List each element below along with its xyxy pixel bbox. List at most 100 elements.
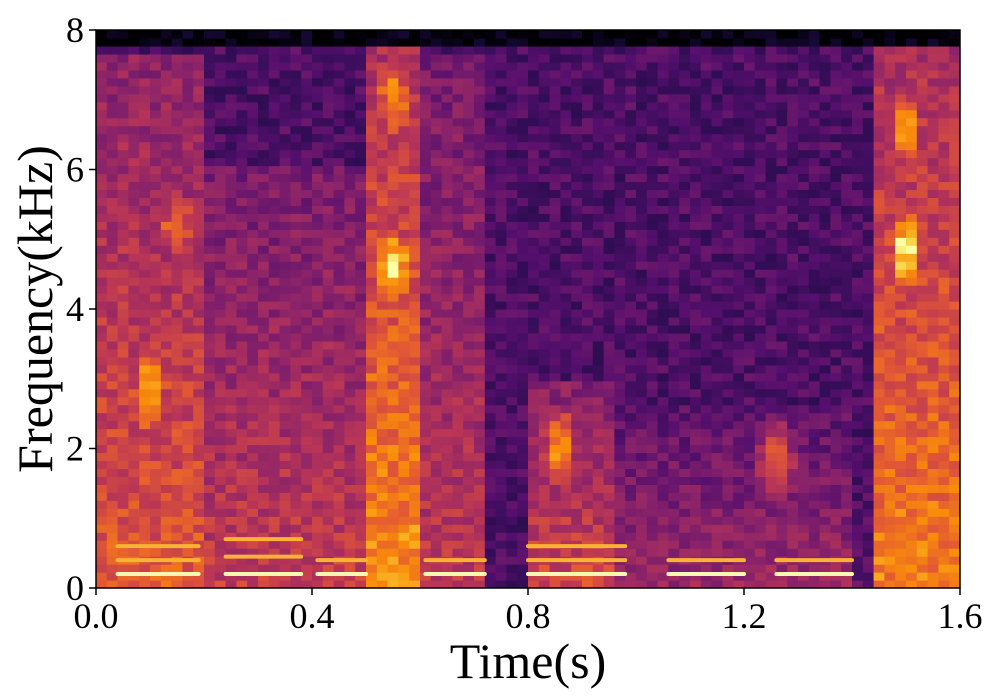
spectrogram-cell (204, 508, 216, 517)
spectrogram-cell (754, 285, 767, 294)
spectrogram-cell (355, 30, 367, 39)
spectrogram-cell (430, 356, 443, 366)
spectrogram-cell (852, 109, 864, 119)
spectrogram-cell (441, 157, 453, 167)
spectrogram-cell (355, 77, 367, 87)
spectrogram-cell (754, 221, 767, 230)
spectrogram-cell (258, 133, 270, 143)
spectrogram-cell (830, 548, 842, 557)
spectrogram-cell (592, 524, 605, 533)
spectrogram-cell (387, 380, 399, 390)
spectrogram-cell (193, 205, 205, 214)
spectrogram-cell (463, 277, 475, 286)
spectrogram-cell (733, 205, 745, 214)
spectrogram-cell (441, 309, 453, 318)
spectrogram-cell (247, 293, 259, 302)
spectrogram-cell (603, 61, 615, 71)
spectrogram-cell (819, 380, 831, 390)
spectrogram-cell (225, 213, 237, 222)
spectrogram-cell (733, 420, 745, 430)
spectrogram-cell (128, 500, 140, 509)
spectrogram-cell (247, 205, 259, 214)
spectrogram-cell (182, 69, 194, 79)
spectrogram-cell (366, 157, 378, 167)
spectrogram-cell (139, 412, 151, 422)
spectrogram-cell (625, 277, 637, 286)
spectrogram-cell (668, 348, 680, 358)
spectrogram-cell (117, 388, 129, 398)
spectrogram-cell (398, 69, 410, 79)
spectrogram-cell (754, 253, 767, 262)
spectrogram-cell (819, 125, 831, 135)
spectrogram-cell (247, 524, 259, 533)
spectrogram-cell (549, 444, 561, 454)
spectrogram-cell (301, 173, 313, 183)
spectrogram-cell (409, 484, 421, 493)
spectrogram-cell (787, 309, 799, 318)
spectrogram-cell (290, 189, 302, 198)
spectrogram-cell (106, 564, 119, 573)
spectrogram-cell (366, 372, 378, 382)
spectrogram-cell (463, 213, 475, 222)
spectrogram-cell (376, 532, 389, 541)
spectrogram-cell (474, 101, 486, 111)
spectrogram-cell (592, 324, 605, 334)
spectrogram-cell (150, 245, 162, 254)
spectrogram-cell (625, 181, 637, 191)
spectrogram-cell (582, 237, 594, 246)
spectrogram-cell (452, 388, 464, 398)
spectrogram-cell (117, 45, 129, 55)
spectrogram-cell (117, 85, 129, 95)
spectrogram-cell (268, 348, 281, 358)
spectrogram-cell (225, 237, 237, 246)
spectrogram-cell (798, 540, 810, 549)
spectrogram-cell (290, 388, 302, 398)
spectrogram-cell (614, 572, 626, 581)
spectrogram-cell (690, 37, 702, 47)
spectrogram-cell (668, 149, 680, 159)
spectrogram-cell (214, 173, 227, 183)
spectrogram-cell (171, 340, 183, 350)
spectrogram-cell (463, 420, 475, 430)
spectrogram-cell (571, 564, 583, 573)
spectrogram-cell (852, 205, 864, 214)
spectrogram-cell (139, 77, 151, 87)
spectrogram-cell (420, 388, 432, 398)
spectrogram-cell (592, 372, 605, 382)
spectrogram-cell (506, 524, 518, 533)
spectrogram-cell (128, 229, 140, 238)
spectrogram-cell (376, 181, 389, 191)
spectrogram-cell (657, 380, 669, 390)
spectrogram-cell (744, 388, 756, 398)
spectrogram-cell (387, 428, 399, 438)
spectrogram-cell (744, 293, 756, 302)
spectrogram-cell (268, 245, 281, 254)
spectrogram-cell (106, 269, 119, 278)
spectrogram-cell (798, 364, 810, 374)
spectrogram-cell (96, 564, 108, 573)
spectrogram-cell (128, 45, 140, 55)
spectrogram-cell (711, 157, 723, 167)
spectrogram-cell (322, 285, 335, 294)
spectrogram-cell (258, 476, 270, 485)
spectrogram-cell (139, 500, 151, 509)
spectrogram-cell (171, 69, 183, 79)
spectrogram-cell (333, 133, 345, 143)
spectrogram-cell (193, 356, 205, 366)
spectrogram-cell (268, 428, 281, 438)
spectrogram-cell (506, 436, 518, 446)
spectrogram-cell (700, 285, 713, 294)
spectrogram-cell (819, 53, 831, 63)
spectrogram-cell (798, 564, 810, 573)
spectrogram-cell (117, 580, 129, 588)
spectrogram-cell (603, 109, 615, 119)
spectrogram-cell (333, 181, 345, 191)
spectrogram-cell (636, 213, 648, 222)
spectrogram-cell (333, 340, 345, 350)
spectrogram-cell (139, 548, 151, 557)
spectrogram-cell (690, 388, 702, 398)
spectrogram-cell (128, 388, 140, 398)
spectrogram-cell (484, 197, 497, 206)
spectrogram-cell (160, 436, 173, 446)
spectrogram-cell (700, 580, 713, 588)
